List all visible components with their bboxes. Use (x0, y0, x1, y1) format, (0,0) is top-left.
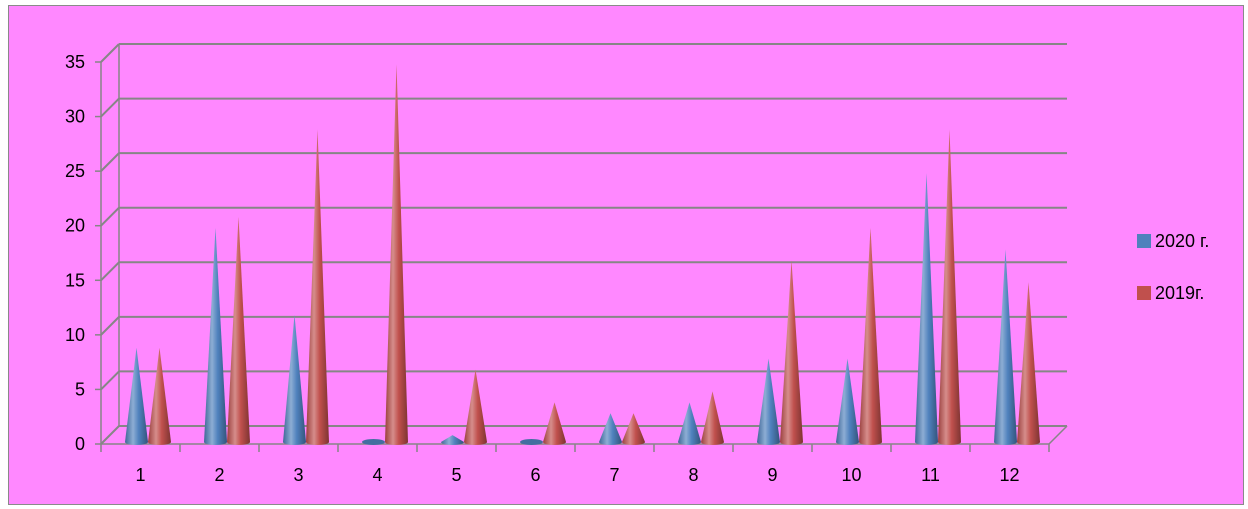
cone-bar-series2 (701, 391, 724, 446)
cone-bar-series2 (148, 347, 171, 446)
gridline-side (100, 261, 120, 281)
cone-base-series1 (520, 439, 543, 445)
x-tick-label: 10 (841, 465, 861, 485)
gridline-side (100, 370, 120, 391)
cone-bar-series1 (283, 315, 306, 446)
x-tick-label: 7 (609, 465, 619, 485)
x-tick-label: 4 (372, 465, 382, 485)
cone-bar-series2 (1017, 282, 1040, 446)
x-tick-label: 2 (214, 465, 224, 485)
cone-bar-series1 (204, 227, 227, 446)
cone-bar-series2 (385, 64, 408, 446)
cone-bar-series2 (622, 413, 645, 446)
y-tick-label: 15 (65, 270, 85, 290)
y-tick-label: 35 (65, 52, 85, 72)
cone-bar-series2 (464, 369, 487, 446)
gridline-side (100, 152, 120, 172)
x-tick-label: 9 (767, 465, 777, 485)
cone-bar-series1 (915, 173, 938, 446)
cone-bar-series2 (859, 227, 883, 446)
gridline-side (100, 43, 120, 63)
y-tick-label: 0 (75, 434, 85, 454)
cone-bar-series1 (125, 347, 148, 446)
y-tick-label: 30 (65, 107, 85, 127)
y-tick-label: 10 (65, 325, 85, 345)
legend-label: 2019г. (1155, 283, 1204, 303)
gridline-side (100, 316, 120, 336)
x-tick-label: 12 (999, 465, 1019, 485)
cone-bar-series1 (678, 402, 701, 446)
floor-edge (1048, 425, 1068, 445)
cone-bar-series1 (757, 358, 780, 446)
gridline-side (100, 425, 120, 445)
cone-bar-series2 (780, 260, 803, 446)
x-tick-label: 6 (530, 465, 540, 485)
cone-bar-series2 (227, 216, 250, 446)
y-tick-label: 20 (65, 216, 85, 236)
cone-bar-series2 (543, 402, 566, 446)
cone-bar-series2 (306, 129, 329, 446)
x-tick-label: 11 (921, 465, 940, 485)
y-tick-label: 5 (75, 379, 85, 399)
cone-bar-series2 (938, 129, 961, 446)
cone-base-series1 (362, 439, 385, 445)
legend-label: 2020 г. (1155, 231, 1209, 251)
gridline-side (100, 97, 120, 118)
cone-bar-series1 (994, 249, 1017, 446)
cone-bar-series1 (441, 435, 464, 446)
chart: 0 5 10 15 20 25 30 35 1 2 3 4 5 6 7 8 9 10 11 12 2020 г. 2019… (8, 5, 1244, 505)
legend-swatch (1137, 234, 1151, 248)
x-tick-label: 3 (293, 465, 303, 485)
x-tick-label: 5 (451, 465, 461, 485)
y-tick-label: 25 (65, 161, 85, 181)
gridline-side (100, 207, 120, 227)
cone-bar-series1 (599, 413, 622, 446)
x-tick-label: 1 (135, 465, 145, 485)
x-tick-label: 8 (688, 465, 698, 485)
cone-bar-series1 (836, 358, 859, 446)
legend-swatch (1137, 286, 1151, 300)
